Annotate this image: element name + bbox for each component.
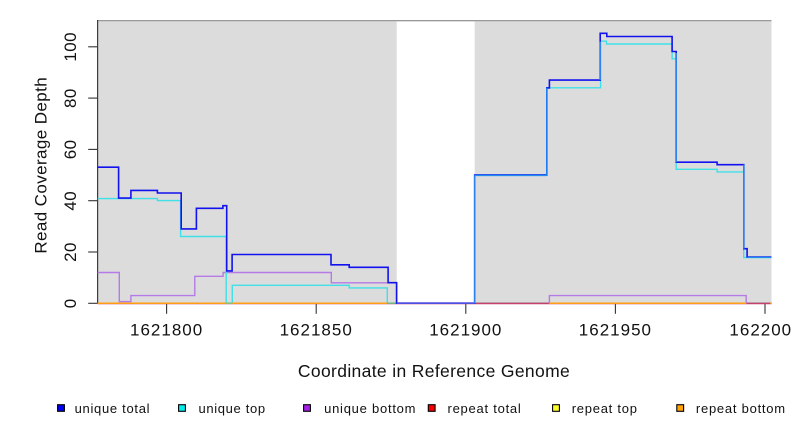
svg-text:repeat bottom: repeat bottom — [696, 401, 786, 416]
svg-text:Coordinate in Reference Genome: Coordinate in Reference Genome — [298, 361, 570, 381]
svg-text:20: 20 — [61, 242, 80, 262]
svg-text:1622000: 1622000 — [729, 321, 792, 340]
svg-text:0: 0 — [61, 298, 80, 308]
svg-text:Read Coverage Depth: Read Coverage Depth — [31, 77, 50, 254]
svg-text:unique top: unique top — [199, 401, 266, 416]
svg-text:unique bottom: unique bottom — [324, 401, 416, 416]
svg-text:100: 100 — [61, 32, 80, 62]
svg-text:repeat top: repeat top — [572, 401, 638, 416]
svg-text:1621800: 1621800 — [130, 321, 203, 340]
svg-text:60: 60 — [61, 140, 80, 160]
svg-text:40: 40 — [61, 191, 80, 211]
svg-text:80: 80 — [61, 88, 80, 108]
svg-text:1621900: 1621900 — [429, 321, 502, 340]
svg-text:repeat total: repeat total — [448, 401, 522, 416]
svg-text:1621950: 1621950 — [579, 321, 652, 340]
svg-text:1621850: 1621850 — [280, 321, 353, 340]
svg-text:unique total: unique total — [75, 401, 151, 416]
